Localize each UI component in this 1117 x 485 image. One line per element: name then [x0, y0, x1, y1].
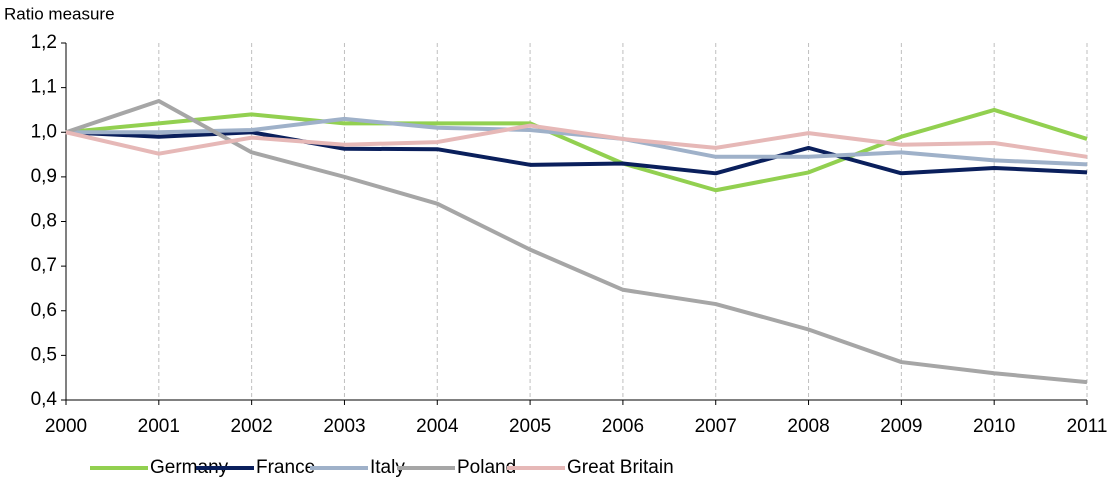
x-tick-label: 2000: [45, 416, 87, 437]
x-tick-label: 2009: [880, 416, 922, 437]
y-tick-label: 0,7: [31, 255, 57, 276]
series-line: [65, 99, 1088, 385]
y-tick-label: 0,4: [31, 389, 58, 410]
y-tick-label: 1,2: [31, 32, 57, 53]
y-tick-label: 0,6: [31, 300, 57, 321]
series-line: [65, 130, 1088, 176]
y-axis-title: Ratio measure: [4, 4, 115, 23]
series-line: [66, 116, 1088, 167]
y-tick-label: 0,9: [31, 166, 57, 187]
x-tick-label: 2006: [602, 416, 644, 437]
x-tick-label: 2005: [509, 416, 551, 437]
legend-label: Germany: [150, 457, 229, 478]
x-tick-label: 2008: [787, 416, 829, 437]
x-tick-label: 2010: [973, 416, 1015, 437]
x-tick-label: 2002: [230, 416, 272, 437]
x-tick-label: 2003: [323, 416, 365, 437]
x-tick-label: 2001: [138, 416, 180, 437]
y-tick-label: 1,0: [31, 121, 57, 142]
y-tick-label: 1,1: [31, 77, 57, 98]
legend-label: Great Britain: [567, 457, 674, 478]
x-tick-label: 2007: [695, 416, 737, 437]
y-tick-label: 0,5: [31, 344, 57, 365]
x-tick-label: 2011: [1067, 416, 1108, 437]
y-tick-label: 0,8: [31, 211, 57, 232]
legend-label: France: [256, 457, 315, 478]
series-line: [65, 107, 1088, 193]
x-tick-label: 2004: [416, 416, 459, 437]
series-line: [65, 123, 1088, 159]
legend-label: Italy: [370, 457, 405, 478]
legend-label: Poland: [457, 457, 516, 478]
